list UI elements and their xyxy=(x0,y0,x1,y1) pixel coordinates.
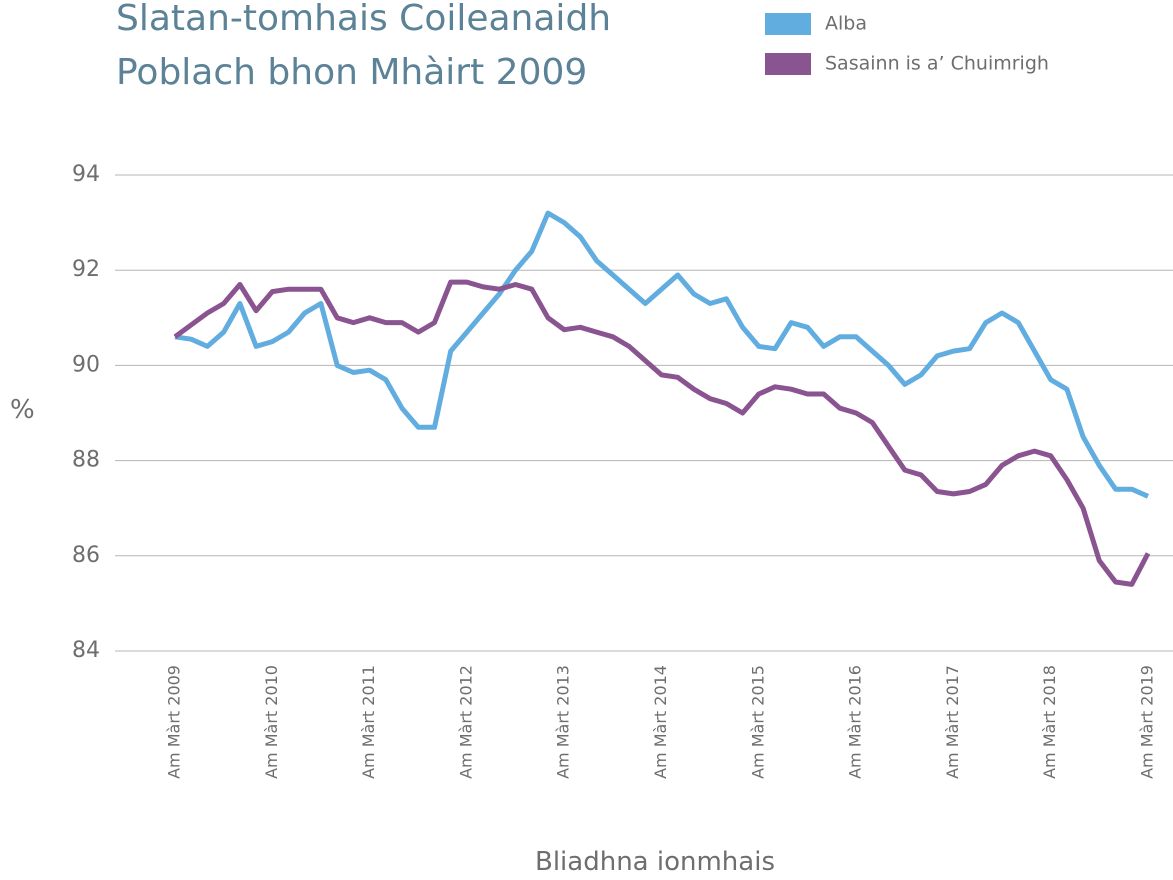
legend-label: Sasainn is a’ Chuimrigh xyxy=(825,53,1049,75)
y-tick-label: 84 xyxy=(72,638,100,663)
x-tick-label: Am Màrt 2017 xyxy=(943,665,962,779)
y-tick-label: 88 xyxy=(72,448,100,473)
x-tick-label: Am Màrt 2016 xyxy=(846,665,865,779)
legend-label: Alba xyxy=(825,13,867,35)
x-tick-label: Am Màrt 2015 xyxy=(748,665,767,779)
x-tick-label: Am Màrt 2018 xyxy=(1040,665,1059,779)
x-tick-label: Am Màrt 2014 xyxy=(651,665,670,779)
x-tick-label: Am Màrt 2010 xyxy=(262,665,281,779)
x-tick-label: Am Màrt 2009 xyxy=(165,665,184,779)
y-tick-label: 90 xyxy=(72,352,100,377)
series-line xyxy=(174,210,1150,499)
x-tick-label: Am Màrt 2012 xyxy=(456,665,475,779)
y-tick-label: 92 xyxy=(72,257,100,282)
y-axis-label: % xyxy=(10,395,35,425)
x-tick-label: Am Màrt 2019 xyxy=(1138,665,1157,779)
x-tick-label: Am Màrt 2013 xyxy=(554,665,573,779)
y-tick-label: 86 xyxy=(72,543,100,568)
y-tick-label: 94 xyxy=(72,162,100,187)
x-tick-label: Am Màrt 2011 xyxy=(359,665,378,779)
chart-title: Poblach bhon Mhàirt 2009 xyxy=(116,52,587,93)
legend-swatch xyxy=(765,13,811,35)
legend-swatch xyxy=(765,53,811,75)
chart-title: Slatan-tomhais Coileanaidh xyxy=(116,0,611,39)
series-line xyxy=(173,279,1151,587)
x-axis-label: Bliadhna ionmhais xyxy=(535,847,775,877)
